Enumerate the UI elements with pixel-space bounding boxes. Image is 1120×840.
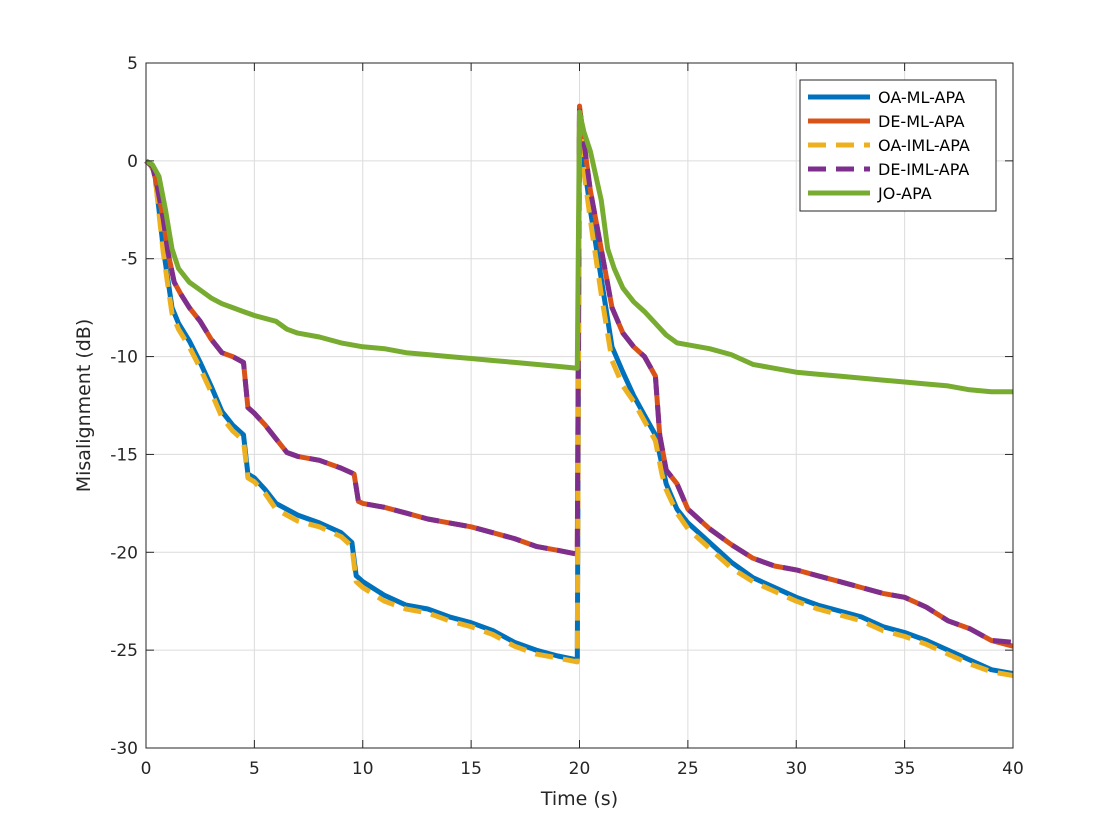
legend-box bbox=[799, 79, 997, 212]
x-tick-label-3: 15 bbox=[460, 759, 482, 779]
x-tick-label-0: 0 bbox=[141, 759, 152, 779]
series-line-oa-ml-apa bbox=[144, 109, 1014, 677]
legend-label-de-iml-apa: DE-IML-APA bbox=[878, 160, 969, 179]
legend-label-oa-iml-apa: OA-IML-APA bbox=[878, 136, 970, 155]
x-tick-label-8: 40 bbox=[1002, 759, 1024, 779]
tick-labels: 0 5 10 15 20 25 30 35 40 -30 -25 -20 -15 -10 -5 0 5 bbox=[110, 54, 1024, 779]
series-line-de-iml-apa bbox=[144, 103, 1014, 645]
series-line-jo-apa bbox=[144, 109, 1013, 395]
y-tick-label-3: -15 bbox=[110, 445, 138, 465]
y-axis-label: Misalignment (dB) bbox=[73, 319, 95, 493]
y-tick-label-2: -20 bbox=[110, 543, 138, 563]
y-tick-label-0: -30 bbox=[110, 739, 138, 759]
x-axis-label: Time (s) bbox=[540, 788, 618, 810]
x-tick-label-2: 10 bbox=[352, 759, 374, 779]
y-tick-label-4: -10 bbox=[110, 348, 138, 368]
y-tick-label-5: -5 bbox=[121, 250, 138, 270]
y-tick-label-1: -25 bbox=[110, 641, 138, 661]
y-tick-label-6: 0 bbox=[127, 152, 138, 172]
y-tick-label-7: 5 bbox=[127, 54, 138, 74]
legend: OA-ML-APA DE-ML-APA OA-IML-APA DE-IML-APA JO… bbox=[799, 79, 997, 212]
legend-label-oa-ml-apa: OA-ML-APA bbox=[878, 88, 965, 107]
x-tick-label-1: 5 bbox=[249, 759, 260, 779]
axis-ticks bbox=[145, 62, 1014, 749]
x-tick-label-5: 25 bbox=[677, 759, 699, 779]
legend-label-de-ml-apa: DE-ML-APA bbox=[878, 112, 965, 131]
series-line-oa-iml-apa bbox=[144, 111, 1014, 679]
x-tick-label-7: 35 bbox=[894, 759, 916, 779]
legend-label-jo-apa: JO-APA bbox=[877, 184, 932, 203]
x-tick-label-6: 30 bbox=[785, 759, 807, 779]
x-tick-label-4: 20 bbox=[569, 759, 591, 779]
data-series bbox=[144, 103, 1014, 679]
